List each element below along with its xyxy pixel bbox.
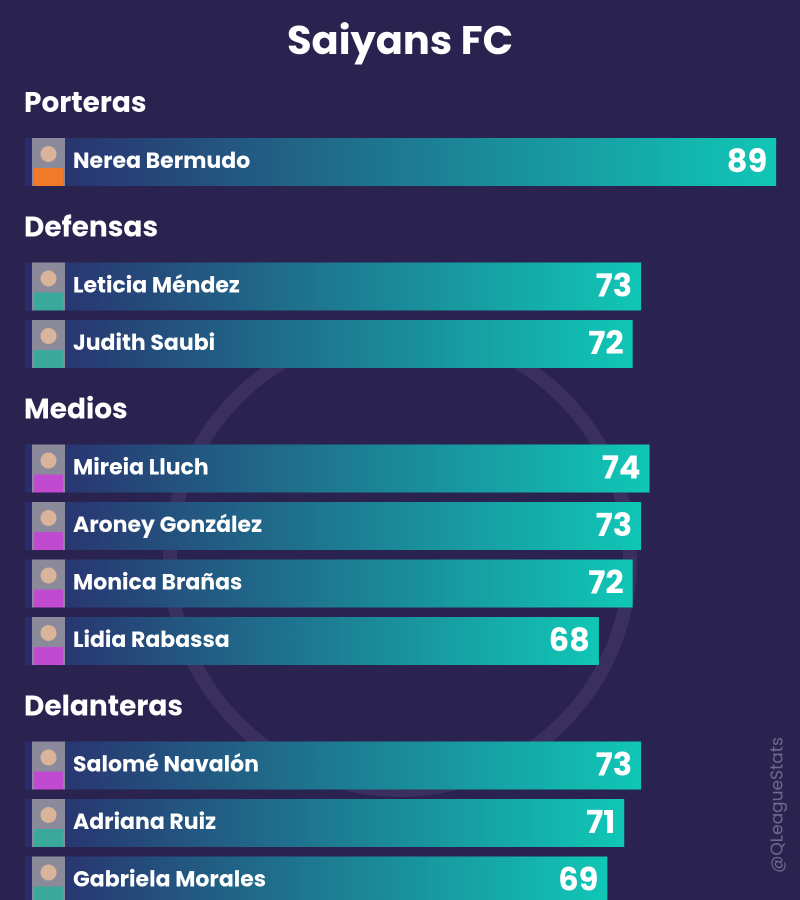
player-head <box>40 567 57 584</box>
chart-title: Saiyans FC <box>287 12 513 68</box>
group-title: Medios <box>24 389 128 428</box>
player-name: Monica Brañas <box>73 567 242 598</box>
group-title: Porteras <box>24 83 147 122</box>
player-head <box>40 270 57 287</box>
bar <box>25 262 642 311</box>
player-name: Judith Saubi <box>73 327 215 358</box>
value-label: 74 <box>602 445 641 490</box>
value-label: 89 <box>727 139 767 184</box>
bar <box>25 444 650 493</box>
player-head <box>40 807 57 823</box>
player-head <box>40 328 57 344</box>
player-name: Adriana Ruiz <box>73 806 216 837</box>
bar <box>25 741 642 790</box>
player-shirt <box>34 168 63 186</box>
player-name: Gabriela Morales <box>73 864 266 895</box>
player-shirt <box>34 292 63 311</box>
value-label: 71 <box>586 800 615 845</box>
group-title: Defensas <box>24 207 158 246</box>
player-head <box>40 749 57 766</box>
bar <box>25 856 608 900</box>
player-head <box>40 510 57 526</box>
player-head <box>40 864 57 881</box>
bar <box>25 799 625 847</box>
player-name: Nerea Bermudo <box>73 145 250 176</box>
player-shirt <box>34 886 63 900</box>
bar <box>25 559 633 608</box>
value-label: 69 <box>558 857 598 900</box>
player-shirt <box>34 829 63 847</box>
value-label: 73 <box>596 742 632 787</box>
bar <box>25 320 633 368</box>
bar <box>25 502 642 550</box>
watermark: @QLeagueStats <box>765 737 789 873</box>
player-name: Lidia Rabassa <box>73 624 230 655</box>
bar <box>25 617 599 665</box>
player-name: Leticia Méndez <box>73 270 240 301</box>
player-shirt <box>34 589 63 608</box>
player-head <box>40 146 57 162</box>
player-shirt <box>34 474 63 493</box>
player-shirt <box>34 350 63 368</box>
value-label: 68 <box>549 618 590 663</box>
player-head <box>40 452 57 469</box>
value-label: 72 <box>588 560 623 605</box>
value-label: 73 <box>596 503 632 548</box>
player-shirt <box>34 771 63 790</box>
player-head <box>40 625 57 641</box>
player-name: Salomé Navalón <box>73 749 259 780</box>
player-name: Mireia Lluch <box>73 452 209 483</box>
value-label: 73 <box>596 263 632 308</box>
player-shirt <box>34 647 63 665</box>
bar <box>25 138 777 186</box>
player-shirt <box>34 532 63 550</box>
value-label: 72 <box>588 321 623 366</box>
group-title: Delanteras <box>24 686 183 725</box>
player-name: Aroney González <box>73 509 262 540</box>
